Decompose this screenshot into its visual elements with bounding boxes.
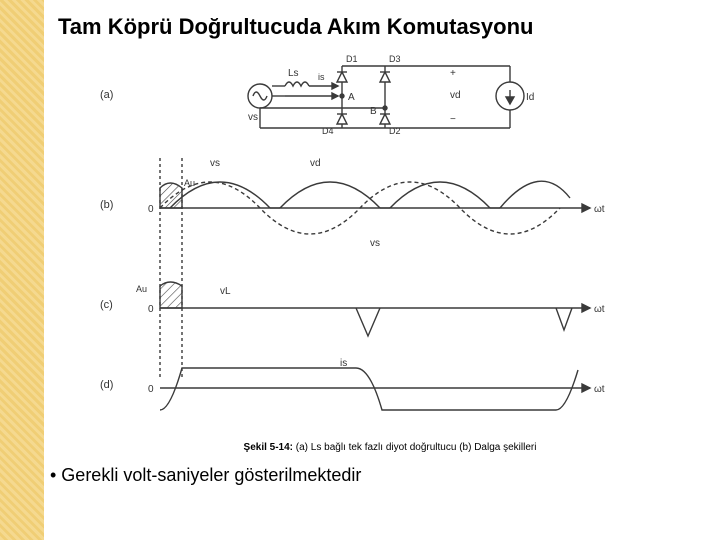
label-c-zero: 0 (148, 304, 154, 315)
label-vd: vd (450, 90, 461, 101)
label-d-zero: 0 (148, 384, 154, 395)
label-b-Au: Au (184, 178, 195, 188)
waveform-b: (b) 0 ωt vs vd A (100, 158, 605, 378)
label-b-zero: 0 (148, 204, 154, 215)
label-D3: D3 (389, 54, 401, 64)
circuit-diagram: (a) vs Ls is A (100, 54, 534, 136)
label-c-wt: ωt (594, 304, 605, 315)
label-vs: vs (248, 112, 258, 123)
waveform-d: (d) 0 ωt is (100, 358, 605, 410)
label-c-Au: Au (136, 284, 147, 294)
label-Id: Id (526, 92, 534, 103)
caption-bold: Şekil 5-14: (244, 442, 293, 453)
figure-area: (a) vs Ls is A (70, 48, 670, 438)
decorative-left-border (0, 0, 44, 540)
label-A: A (348, 92, 355, 103)
label-d: (d) (100, 379, 113, 391)
label-b-vs: vs (210, 158, 220, 169)
slide-content: Tam Köprü Doğrultucuda Akım Komutasyonu … (50, 0, 710, 540)
label-a: (a) (100, 89, 113, 101)
label-c-vL: vL (220, 286, 231, 297)
label-ls: Ls (288, 68, 299, 79)
page-title: Tam Köprü Doğrultucuda Akım Komutasyonu (58, 14, 710, 40)
label-minus: − (450, 114, 456, 125)
label-is-top: is (318, 72, 325, 82)
label-b-vs2: vs (370, 238, 380, 249)
label-b-wt: ωt (594, 204, 605, 215)
figure-svg: (a) vs Ls is A (70, 48, 670, 438)
label-D1: D1 (346, 54, 358, 64)
label-plus: + (450, 68, 456, 79)
label-b: (b) (100, 199, 113, 211)
caption-text: (a) Ls bağlı tek fazlı diyot doğrultucu … (293, 442, 536, 453)
label-d-wt: ωt (594, 384, 605, 395)
waveform-c: (c) 0 ωt vL Au (100, 282, 605, 336)
label-b-vd: vd (310, 158, 321, 169)
bullet-text: • Gerekli volt-saniyeler gösterilmektedi… (50, 465, 710, 486)
figure-caption: Şekil 5-14: (a) Ls bağlı tek fazlı diyot… (70, 442, 710, 453)
label-c: (c) (100, 299, 113, 311)
